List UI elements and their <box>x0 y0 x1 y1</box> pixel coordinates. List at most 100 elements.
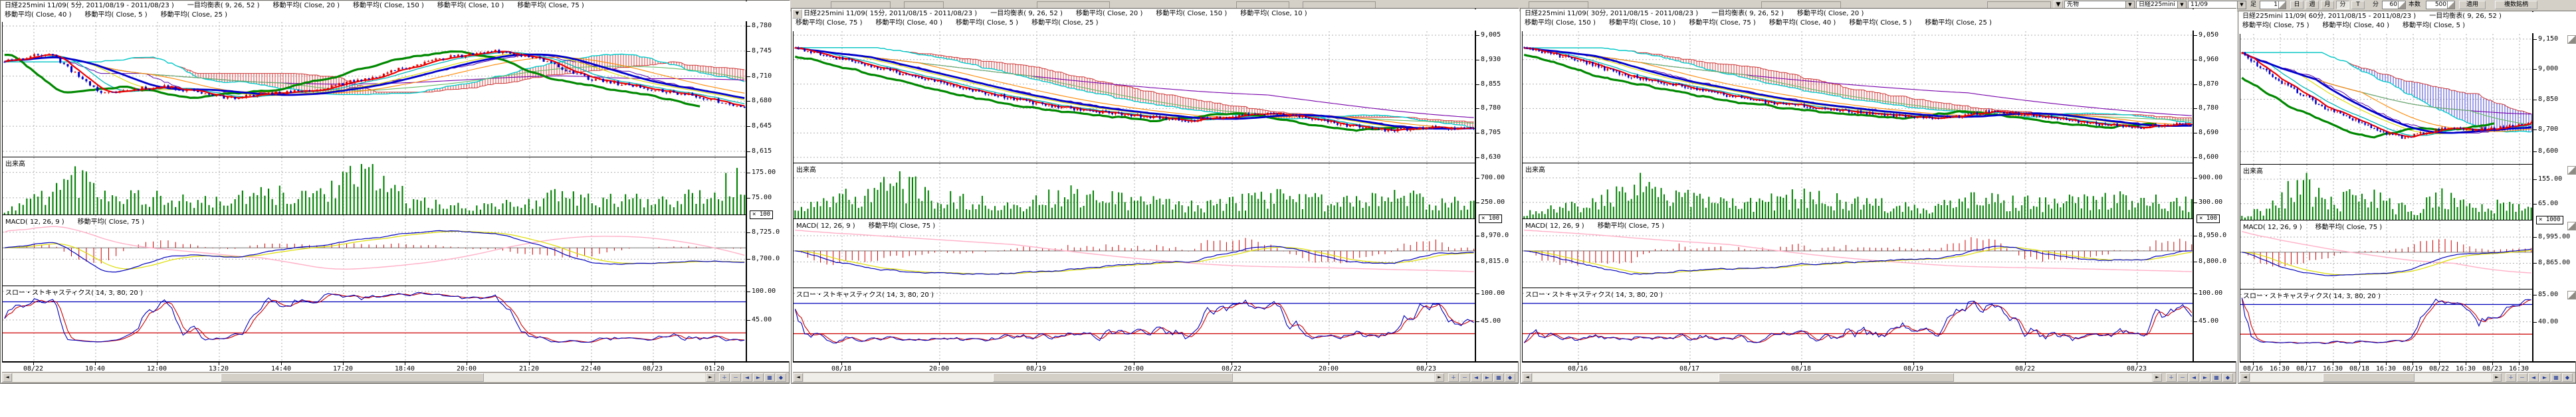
chart-tool-button[interactable]: ► <box>753 373 764 382</box>
time-tick <box>343 363 344 365</box>
price-axis-label: 8,630 <box>1481 153 1501 161</box>
chart-tool-button[interactable]: ◆ <box>2562 373 2573 382</box>
scrollbar-track[interactable] <box>804 373 1434 382</box>
price-axis-column: 9,050 8,960 8,870 8,780 8,690 8,600 900.00 300.… <box>2193 9 2237 361</box>
chart-tool-button[interactable]: ＋ <box>2166 373 2177 382</box>
chart-tool-button[interactable]: ◄ <box>2528 373 2539 382</box>
volume-axis-label: 175.00 <box>752 169 776 176</box>
chart-tool-button[interactable]: ▦ <box>2211 373 2222 382</box>
time-axis-label: 16:30 <box>2322 365 2343 373</box>
time-tick <box>1426 363 1427 365</box>
pane-expand-button[interactable] <box>2567 291 2576 299</box>
stepper-grip-icon[interactable] <box>2447 1 2454 9</box>
stepper-grip-icon[interactable] <box>2278 1 2286 9</box>
period-minute-button[interactable]: 分 <box>2336 1 2349 9</box>
axis-tick <box>2194 178 2197 179</box>
window-menu-button[interactable]: ▼ <box>792 9 802 19</box>
volume-multiplier-badge: × 100 <box>2197 214 2220 223</box>
time-tick <box>281 363 282 365</box>
chart-tool-button[interactable]: － <box>730 373 741 382</box>
bar-type-label: 足 <box>2250 1 2257 8</box>
time-axis-label: 08/22 <box>2428 365 2450 373</box>
stepper-grip-icon[interactable] <box>2398 1 2405 9</box>
scrollbar-track[interactable] <box>13 373 705 382</box>
chart-tool-button[interactable]: ◆ <box>776 373 786 382</box>
axis-tick <box>2194 35 2197 36</box>
macd-pane-label: MACD( 12, 26, 9 ) 移動平均( Close, 75 ) <box>5 218 145 226</box>
chart-tool-button[interactable]: ▦ <box>764 373 775 382</box>
period-day-button[interactable]: 日 <box>2290 1 2304 9</box>
chart-tool-button[interactable]: － <box>1459 373 1470 382</box>
scrollbar-thumb[interactable] <box>1719 373 1954 382</box>
volume-multiplier-badge: × 1000 <box>2536 216 2563 224</box>
time-axis-label: 08/19 <box>2402 365 2423 373</box>
minutes-stepper[interactable]: 60 <box>2382 1 2406 9</box>
apply-button[interactable]: 適用 <box>2459 1 2486 9</box>
time-axis-label: 22:40 <box>580 365 601 373</box>
chart-tool-button[interactable]: － <box>2177 373 2188 382</box>
scrollbar-track[interactable] <box>1533 373 2152 382</box>
price-axis-label: 8,850 <box>2538 96 2559 103</box>
scroll-left-button[interactable]: ◄ <box>794 373 803 382</box>
scrollbar-track[interactable] <box>2250 373 2492 382</box>
volume-pane-label: 出来高 <box>1525 167 1545 174</box>
pane-expand-button[interactable] <box>2567 166 2576 175</box>
bar-count-stepper[interactable]: 500 <box>2426 1 2455 9</box>
time-axis-label: 08/23 <box>1416 365 1437 373</box>
chart-tool-button[interactable]: ＋ <box>2506 373 2516 382</box>
price-axis-label: 9,050 <box>2199 31 2219 39</box>
scroll-left-button[interactable]: ◄ <box>3 373 12 382</box>
chart-tool-button[interactable]: ＋ <box>1448 373 1459 382</box>
period-tick-button[interactable]: T <box>2351 1 2365 9</box>
chart-window: 日経225mini 11/09( 60分, 2011/08/15 - 2011/… <box>2238 11 2576 384</box>
axis-tick <box>2194 157 2197 158</box>
chart-tool-button[interactable]: ◆ <box>2222 373 2233 382</box>
chart-tool-button[interactable]: ＋ <box>719 373 730 382</box>
time-tick <box>714 363 715 365</box>
time-axis-label: 14:40 <box>270 365 292 373</box>
price-axis-label: 8,930 <box>1481 56 1501 63</box>
scroll-right-button[interactable]: ► <box>2492 373 2502 382</box>
scroll-right-button[interactable]: ► <box>1435 373 1444 382</box>
axis-tick <box>2194 108 2197 109</box>
axis-tick <box>1476 178 1479 179</box>
contract-month-select[interactable]: 11/09 ▼ <box>2188 1 2246 9</box>
axis-tick <box>2533 69 2537 70</box>
chart-tool-button[interactable]: ► <box>2539 373 2550 382</box>
stoch-axis-label: 100.00 <box>752 288 776 295</box>
price-axis-column: 9,150 9,000 8,850 8,700 8,600 155.00 65.00 8,99… <box>2532 11 2576 361</box>
scrollbar-thumb[interactable] <box>993 373 1233 382</box>
chart-tool-button[interactable]: ► <box>2200 373 2210 382</box>
scroll-left-button[interactable]: ◄ <box>1523 373 1532 382</box>
chart-tool-button[interactable]: ► <box>1482 373 1493 382</box>
chart-tool-button[interactable]: ▦ <box>2551 373 2561 382</box>
multi-symbol-button[interactable]: 複数銘柄 <box>2495 1 2537 9</box>
chart-tool-button[interactable]: ◆ <box>1505 373 1515 382</box>
chart-tool-button[interactable]: ▦ <box>1493 373 1504 382</box>
bar-type-stepper[interactable]: 1 <box>2260 1 2286 9</box>
price-axis-label: 8,700 <box>2538 125 2559 133</box>
chart-tool-button[interactable]: ◄ <box>742 373 752 382</box>
chevron-down-icon[interactable]: ▼ <box>2125 1 2134 9</box>
axis-tick <box>747 126 750 127</box>
chart-tool-button[interactable]: ◄ <box>1471 373 1481 382</box>
period-week-button[interactable]: 週 <box>2306 1 2319 9</box>
price-axis-label: 8,680 <box>752 97 772 104</box>
chevron-down-icon[interactable]: ▼ <box>2237 1 2246 9</box>
period-month-button[interactable]: 月 <box>2321 1 2334 9</box>
price-axis-label: 8,710 <box>752 72 772 80</box>
scroll-right-button[interactable]: ► <box>2153 373 2162 382</box>
scrollbar-thumb[interactable] <box>2323 373 2415 382</box>
pane-expand-button[interactable] <box>2567 35 2576 44</box>
chart-tool-button[interactable]: ◄ <box>2189 373 2199 382</box>
chart-tool-button[interactable]: － <box>2517 373 2527 382</box>
price-axis-column: 9,005 8,930 8,855 8,780 8,705 8,630 700.00 250.… <box>1475 9 1519 361</box>
chart-title-line2: 移動平均( Close, 40 ) 移動平均( Close, 5 ) 移動平均(… <box>5 11 228 19</box>
pane-expand-button[interactable] <box>2567 222 2576 230</box>
scroll-left-button[interactable]: ◄ <box>2240 373 2250 382</box>
time-tick <box>2025 363 2026 365</box>
chevron-down-icon[interactable]: ▼ <box>2177 1 2186 9</box>
stochastics-pane-label: スロー・ストキャスティクス( 14, 3, 80, 20 ) <box>796 292 934 299</box>
scroll-right-button[interactable]: ► <box>706 373 715 382</box>
scrollbar-thumb[interactable] <box>221 373 484 382</box>
